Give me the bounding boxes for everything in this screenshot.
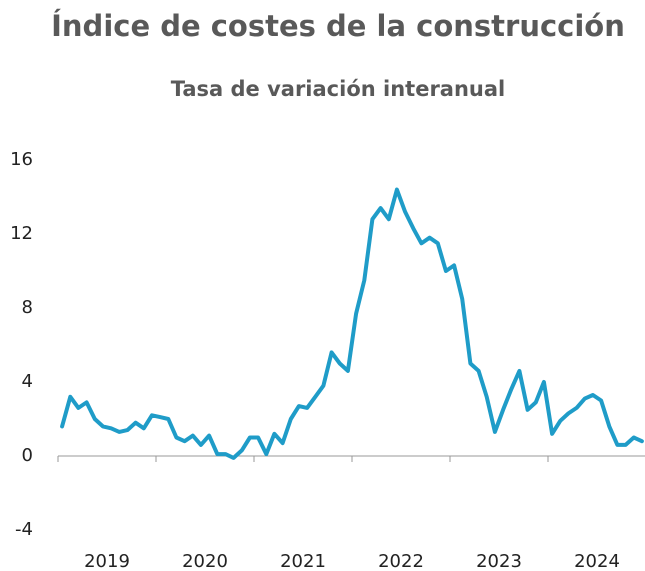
y-tick-label: 4	[22, 371, 33, 392]
line-series	[60, 187, 644, 460]
y-tick-label: -4	[15, 519, 33, 540]
x-tick-label: 2024	[574, 551, 620, 571]
chart-subtitle: Tasa de variación interanual	[171, 77, 506, 101]
y-tick-label: 16	[10, 149, 33, 170]
x-tick-label: 2021	[280, 551, 326, 571]
x-tick-label: 2020	[182, 551, 228, 571]
y-tick-label: 8	[22, 297, 33, 318]
x-tick-label: 2022	[378, 551, 424, 571]
chart-title: Índice de costes de la construcción	[51, 9, 625, 43]
x-tick-label: 2019	[84, 551, 130, 571]
y-tick-label: 12	[10, 223, 33, 244]
y-tick-label: 0	[22, 445, 33, 466]
x-tick-label: 2023	[476, 551, 522, 571]
